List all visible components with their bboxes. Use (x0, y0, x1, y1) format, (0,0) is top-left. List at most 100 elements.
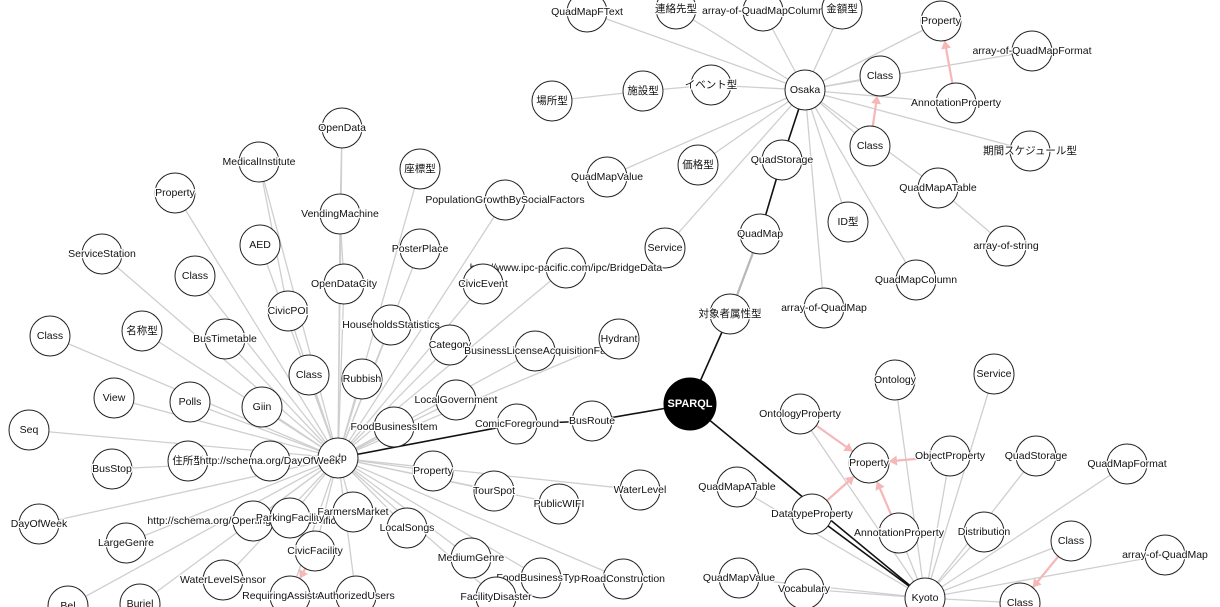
node-datatypeprop2[interactable]: DatatypeProperty (770, 493, 855, 535)
node-qstorage_k[interactable]: QuadStorage (1004, 435, 1069, 477)
node-circle[interactable] (119, 583, 161, 607)
node-class_o2[interactable]: Class (849, 125, 891, 167)
node-circle[interactable] (566, 0, 608, 33)
node-partial1[interactable]: Buriel (119, 583, 161, 607)
node-circle[interactable] (121, 310, 163, 352)
node-waterlevel[interactable]: WaterLevel (612, 469, 668, 511)
node-aostring[interactable]: array-of-string (972, 225, 1040, 267)
node-circle[interactable] (619, 469, 661, 511)
node-circle[interactable] (783, 568, 825, 607)
node-circle[interactable] (1009, 130, 1051, 172)
node-circle[interactable] (167, 440, 209, 482)
node-circle[interactable] (1144, 534, 1186, 576)
node-circle[interactable] (644, 227, 686, 269)
node-circle[interactable] (1011, 30, 1053, 72)
node-qmvalue_o[interactable]: QuadMapValue (570, 156, 645, 198)
node-civicfacility[interactable]: CivicFacility (286, 530, 345, 572)
node-basho[interactable]: 場所型 (531, 80, 573, 122)
node-facdisaster[interactable]: FacilityDisaster (459, 576, 533, 607)
node-quadmap1[interactable]: QuadMap (736, 213, 784, 255)
node-foodbiztype[interactable]: FoodBusinessType (495, 557, 587, 599)
node-qmcolumn[interactable]: QuadMapColumn (874, 259, 959, 301)
node-odp[interactable]: odp (317, 437, 359, 479)
node-shisetsu[interactable]: 施設型 (622, 70, 664, 112)
node-circle[interactable] (93, 377, 135, 419)
node-circle[interactable] (18, 503, 60, 545)
node-circle[interactable] (335, 575, 377, 607)
node-circle[interactable] (47, 585, 89, 607)
node-aoqm_k[interactable]: array-of-QuadMap (1121, 534, 1209, 576)
node-circle[interactable] (1015, 435, 1057, 477)
node-circle[interactable] (1106, 443, 1148, 485)
node-seq[interactable]: Seq (8, 409, 50, 451)
node-class_k2[interactable]: Class (999, 582, 1041, 607)
node-circle[interactable] (935, 82, 977, 124)
node-circle[interactable] (973, 353, 1015, 395)
node-circle[interactable] (484, 179, 526, 221)
node-circle[interactable] (174, 255, 216, 297)
node-circle[interactable] (586, 156, 628, 198)
node-circle[interactable] (8, 409, 50, 451)
node-distribution[interactable]: Distribution (956, 511, 1012, 553)
node-circle[interactable] (202, 559, 244, 601)
node-objprop[interactable]: ObjectProperty (914, 435, 987, 477)
node-class_l2[interactable]: Class (288, 354, 330, 396)
node-posterplace[interactable]: PosterPlace (390, 228, 450, 270)
node-circle[interactable] (859, 55, 901, 97)
node-circle[interactable] (373, 406, 415, 448)
node-ontprop[interactable]: OntologyProperty (758, 393, 843, 435)
node-circle[interactable] (803, 287, 845, 329)
node-qmformat_k[interactable]: QuadMapFormat (1086, 443, 1168, 485)
node-prop_l1[interactable]: Property (154, 172, 197, 214)
node-circle[interactable] (690, 64, 732, 106)
node-largegenre[interactable]: LargeGenre (97, 522, 155, 564)
node-circle[interactable] (739, 213, 781, 255)
node-jusho[interactable]: 住所型 (167, 440, 209, 482)
node-circle[interactable] (622, 70, 664, 112)
node-circle[interactable] (241, 386, 283, 428)
node-taisho[interactable]: 対象者属性型 (697, 293, 763, 335)
node-circle[interactable] (514, 330, 556, 372)
node-circle[interactable] (473, 470, 515, 512)
node-circle[interactable] (716, 466, 758, 508)
node-civicpoi[interactable]: CivicPOI (266, 290, 310, 332)
node-circle[interactable] (602, 558, 644, 600)
node-civicevent[interactable]: CivicEvent (457, 263, 509, 305)
node-circle[interactable] (169, 381, 211, 423)
node-qmatable_k[interactable]: QuadMapATable (697, 466, 777, 508)
node-busroute[interactable]: BusRoute (568, 400, 616, 442)
node-kyoto[interactable]: Kyoto (904, 577, 946, 607)
node-meisho[interactable]: 名称型 (121, 310, 163, 352)
node-waterlevelsensor[interactable]: WaterLevelSensor (179, 559, 268, 601)
node-circle[interactable] (545, 247, 587, 289)
node-circle[interactable] (249, 440, 291, 482)
node-circle[interactable] (386, 507, 428, 549)
node-circle[interactable] (895, 259, 937, 301)
node-circle[interactable] (332, 491, 374, 533)
node-circle[interactable] (496, 403, 538, 445)
node-circle[interactable] (475, 576, 517, 607)
node-class_l3[interactable]: Class (29, 315, 71, 357)
node-circle[interactable] (963, 511, 1005, 553)
node-circle[interactable] (985, 225, 1027, 267)
node-aoqm_o[interactable]: array-of-QuadMap (780, 287, 868, 329)
node-parkingfac[interactable]: ParkingFacility (255, 497, 326, 539)
node-circle[interactable] (450, 537, 492, 579)
node-sparql[interactable]: SPARQL (663, 377, 717, 431)
node-circle[interactable] (29, 315, 71, 357)
node-circle[interactable] (663, 377, 717, 431)
node-service_k[interactable]: Service (973, 353, 1015, 395)
node-circle[interactable] (999, 582, 1041, 607)
node-circle[interactable] (904, 577, 946, 607)
node-circle[interactable] (779, 393, 821, 435)
node-circle[interactable] (655, 0, 697, 30)
node-circle[interactable] (462, 263, 504, 305)
node-circle[interactable] (91, 448, 133, 490)
node-publicwifi[interactable]: PublicWIFI (532, 483, 586, 525)
node-circle[interactable] (267, 290, 309, 332)
node-class_k1[interactable]: Class (1050, 520, 1092, 562)
node-prop_o[interactable]: Property (920, 0, 963, 42)
node-circle[interactable] (821, 0, 863, 30)
node-servicestation[interactable]: ServiceStation (67, 233, 137, 275)
node-annprop_o[interactable]: AnnotationProperty (910, 82, 1003, 124)
